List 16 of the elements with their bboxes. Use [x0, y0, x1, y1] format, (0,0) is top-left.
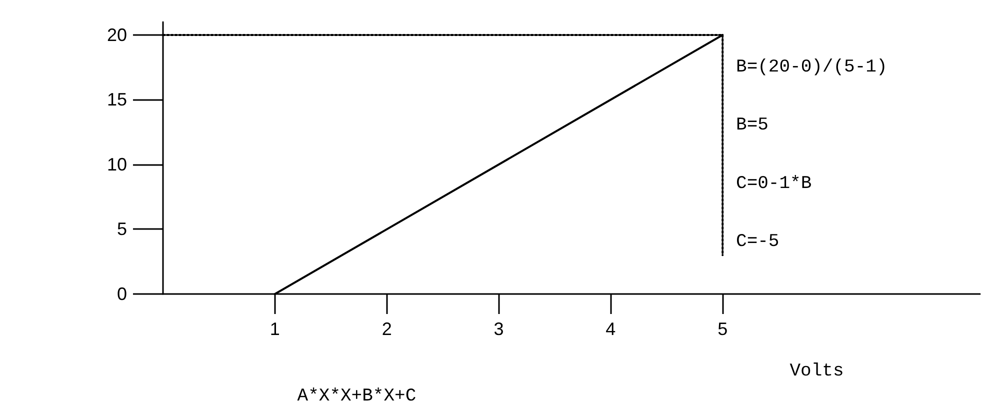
x-tick-label: 4	[606, 319, 616, 339]
y-tick-label: 10	[106, 154, 127, 174]
text: A*X*X+B*X+C	[297, 386, 416, 406]
annotation: B=(20-0)/(5-1)	[736, 57, 888, 78]
annotation: C=0-1*B	[736, 174, 812, 194]
x-axis-title: Volts	[790, 362, 844, 382]
y-tick-label: 5	[116, 219, 127, 240]
y-tick-label: 15	[106, 90, 127, 110]
y-tick-label: 0	[116, 284, 127, 304]
x-tick-label: 1	[270, 319, 280, 339]
x-tick-label: 2	[382, 319, 392, 339]
x-tick-label: 3	[494, 319, 504, 339]
annotation: C=-5	[736, 232, 780, 252]
x-tick-label: 5	[718, 319, 728, 339]
y-tick-label: 20	[106, 24, 127, 45]
annotation: B=5	[736, 116, 768, 136]
